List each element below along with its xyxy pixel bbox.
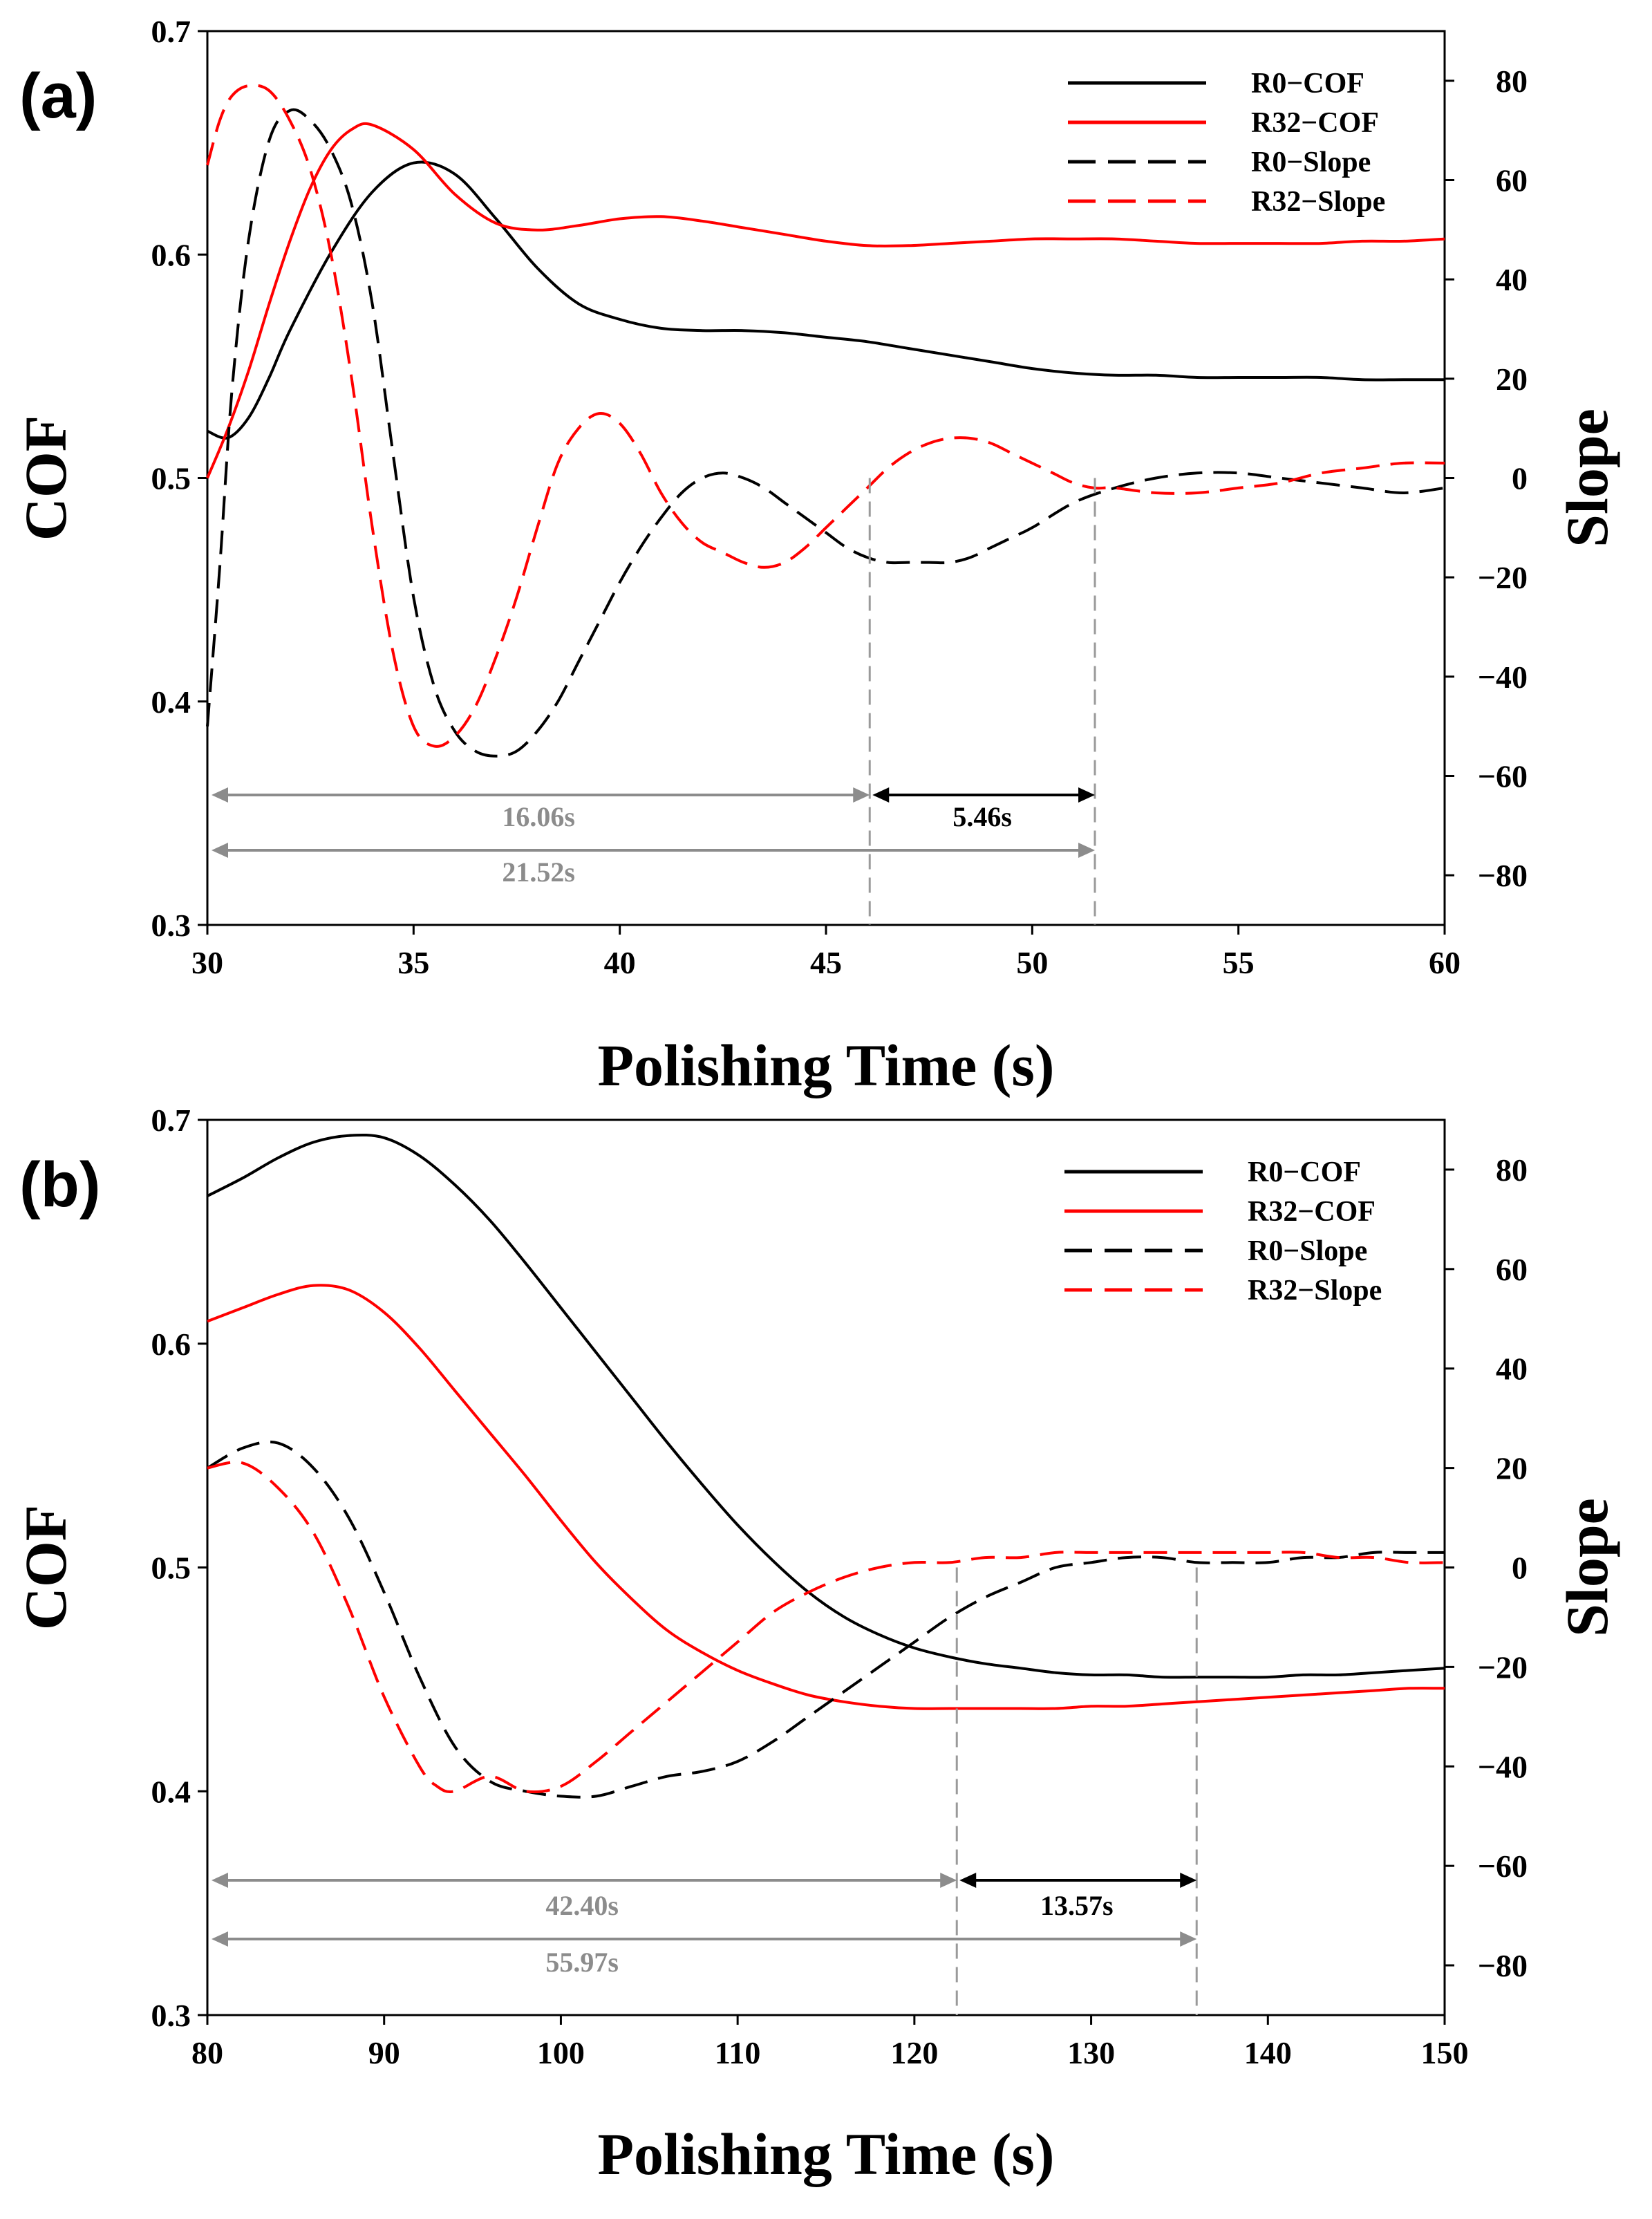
panel-a-x-tick-label: 60 <box>1429 945 1461 980</box>
panel-b-arrow-total-head-left <box>212 1931 228 1947</box>
panel-b-annotation-total: 55.97s <box>545 1947 619 1978</box>
panel-a-arrow-delta-head-right <box>1078 787 1096 803</box>
panel-a-y-tick-label: 0.4 <box>151 684 191 720</box>
panel-a-x-tick-label: 45 <box>810 945 842 980</box>
panel-a-arrow-total-head-left <box>212 843 228 858</box>
panel-a-legend-label: R32−COF <box>1251 107 1379 139</box>
panel-b-annotation-first: 42.40s <box>545 1890 619 1921</box>
panel-b-y-tick-label: 0.4 <box>151 1774 191 1809</box>
panel-b-arrow-first-head-left <box>212 1873 228 1888</box>
panel-b-arrow-delta-head-right <box>1180 1873 1197 1888</box>
panel-b-x-tick-label: 80 <box>191 2035 223 2070</box>
panel-a-y2-tick-label: 0 <box>1512 461 1528 496</box>
panel-a-series-r0-slope <box>206 108 1445 758</box>
panel-b-y2-tick-label: 60 <box>1496 1252 1528 1287</box>
panel-a-arrow-first-head-right <box>853 787 870 803</box>
panel-a-x-tick-label: 40 <box>604 945 636 980</box>
panel-b-series-r32-cof <box>207 1284 1445 1710</box>
panel-a-y2-tick-label: −80 <box>1478 858 1528 893</box>
panel-b-y-tick-label: 0.5 <box>151 1551 191 1586</box>
panel-b-series-r0-cof <box>207 1133 1445 1679</box>
panel-a-y2-tick-label: −40 <box>1478 659 1528 695</box>
panel-b-x-tick-label: 100 <box>537 2035 585 2070</box>
panel-b-legend-label: R32−Slope <box>1248 1275 1382 1307</box>
panel-a-arrow-delta-head-left <box>872 787 890 803</box>
panel-a-y2-axis-title: Slope <box>1554 409 1620 547</box>
panel-a: (a) 30 35 40 45 50 55 60 0.3 0.4 0.5 0.6 0.7 −80 −60 −4… <box>12 14 1620 1098</box>
panel-a-series-r32-cof <box>206 122 1445 479</box>
panel-a-y2-tick-label: 80 <box>1496 64 1528 99</box>
panel-b-x-tick-label: 150 <box>1421 2035 1469 2070</box>
panel-a-y2-tick-label: −20 <box>1478 560 1528 595</box>
panel-b: (b) 80 90 100 110 120 130 140 150 0.3 0.4 0.5 0.6 0.7… <box>12 1103 1620 2187</box>
panel-b-y-axis-title: COF <box>12 1505 79 1631</box>
panel-b-y-tick-label: 0.3 <box>151 1998 191 2033</box>
panel-a-arrow-total-head-right <box>1078 843 1096 858</box>
panel-b-legend-label: R0−Slope <box>1248 1235 1367 1267</box>
panel-b-y2-tick-label: 80 <box>1496 1152 1528 1188</box>
panel-b-y2-tick-label: 40 <box>1496 1351 1528 1387</box>
panel-a-y2-tick-label: 40 <box>1496 262 1528 297</box>
panel-a-x-tick-label: 50 <box>1016 945 1048 980</box>
panel-a-legend-label: R0−COF <box>1251 68 1364 100</box>
panel-b-y2-tick-label: 0 <box>1512 1551 1528 1586</box>
panel-a-series-r32-slope <box>206 84 1445 748</box>
panel-b-arrow-delta-head-left <box>959 1873 977 1888</box>
panel-b-y2-axis-title: Slope <box>1554 1498 1620 1637</box>
panel-a-y2-tick-label: 20 <box>1496 362 1528 397</box>
panel-a-y-tick-label: 0.7 <box>151 14 191 49</box>
panel-a-legend-label: R0−Slope <box>1251 147 1371 178</box>
panel-b-y-tick-label: 0.7 <box>151 1103 191 1138</box>
panel-b-x-tick-label: 90 <box>368 2035 400 2070</box>
panel-b-x-tick-label: 110 <box>715 2035 760 2070</box>
panel-b-y2-tick-label: −80 <box>1478 1948 1528 1983</box>
panel-a-x-tick-label: 55 <box>1223 945 1255 980</box>
panel-a-x-tick-label: 30 <box>191 945 223 980</box>
panel-a-legend-label: R32−Slope <box>1251 186 1385 218</box>
panel-b-legend-label: R32−COF <box>1248 1196 1376 1228</box>
panel-a-arrow-first-head-left <box>212 787 228 803</box>
panel-a-annotation-total: 21.52s <box>502 856 575 888</box>
panel-b-arrow-total-head-right <box>1180 1931 1197 1947</box>
panel-a-y-tick-label: 0.3 <box>151 908 191 943</box>
panel-b-label: (b) <box>19 1150 100 1220</box>
panel-a-y-axis-title: COF <box>12 415 79 541</box>
panel-b-series-r0-slope <box>206 1440 1445 1799</box>
panel-b-x-axis-title: Polishing Time (s) <box>597 2121 1054 2187</box>
panel-b-series-r32-slope <box>207 1461 1445 1794</box>
panel-b-y2-tick-label: −60 <box>1478 1848 1528 1884</box>
panel-b-annotation-delta: 13.57s <box>1040 1890 1114 1921</box>
panel-b-x-tick-label: 140 <box>1244 2035 1292 2070</box>
panel-b-y2-tick-label: 20 <box>1496 1451 1528 1486</box>
panel-b-x-tick-label: 130 <box>1067 2035 1115 2070</box>
panel-b-legend-label: R0−COF <box>1248 1157 1361 1188</box>
panel-a-annotation-delta: 5.46s <box>952 801 1012 832</box>
panel-a-label: (a) <box>19 61 97 131</box>
panel-b-y2-tick-label: −40 <box>1478 1749 1528 1784</box>
panel-b-y-tick-label: 0.6 <box>151 1327 191 1362</box>
panel-b-y2-tick-label: −20 <box>1478 1649 1528 1685</box>
panel-a-y-tick-label: 0.6 <box>151 237 191 272</box>
panel-a-x-tick-label: 35 <box>397 945 429 980</box>
panel-a-x-axis-title: Polishing Time (s) <box>597 1032 1054 1098</box>
panel-a-y2-tick-label: 60 <box>1496 163 1528 198</box>
panel-a-y-tick-label: 0.5 <box>151 461 191 496</box>
panel-b-arrow-first-head-right <box>940 1873 957 1888</box>
panel-b-x-tick-label: 120 <box>890 2035 938 2070</box>
panel-a-y2-tick-label: −60 <box>1478 759 1528 794</box>
panel-a-annotation-first: 16.06s <box>502 801 575 832</box>
